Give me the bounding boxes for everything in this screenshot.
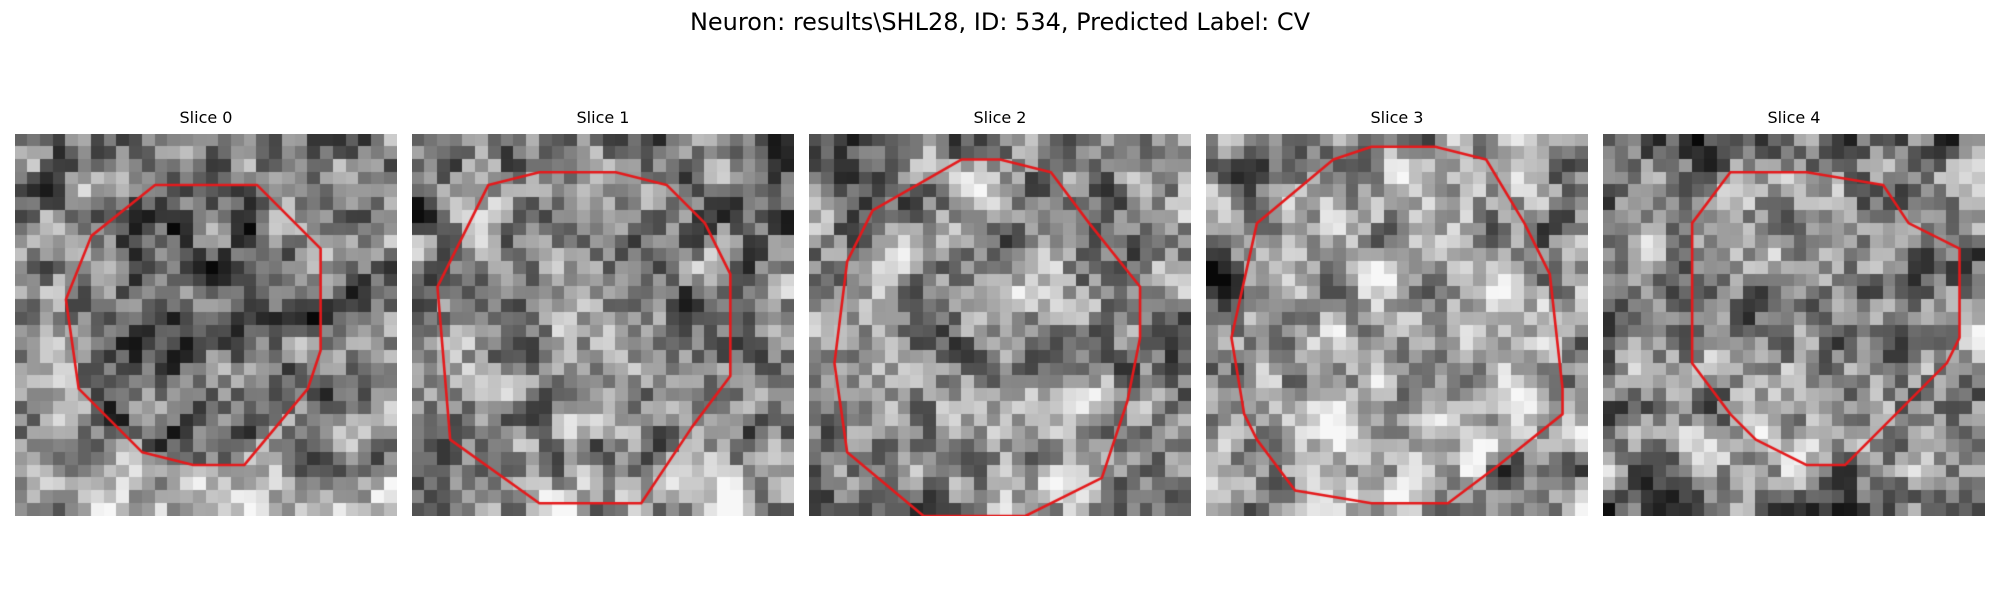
figure-title: Neuron: results\SHL28, ID: 534, Predicte… — [689, 8, 1311, 36]
slice-panel: Slice 3 — [1206, 108, 1588, 516]
slice-image — [412, 134, 794, 516]
slice-image — [15, 134, 397, 516]
slice-title: Slice 3 — [1370, 108, 1424, 127]
slice-title: Slice 2 — [973, 108, 1027, 127]
slice-image — [809, 134, 1191, 516]
slice-title: Slice 0 — [179, 108, 233, 127]
slice-image — [1603, 134, 1985, 516]
slice-title: Slice 1 — [576, 108, 630, 127]
slice-image — [1206, 134, 1588, 516]
slice-panel: Slice 0 — [15, 108, 397, 516]
slice-panel: Slice 4 — [1603, 108, 1985, 516]
slice-title: Slice 4 — [1767, 108, 1821, 127]
slice-panel: Slice 2 — [809, 108, 1191, 516]
slice-panel: Slice 1 — [412, 108, 794, 516]
